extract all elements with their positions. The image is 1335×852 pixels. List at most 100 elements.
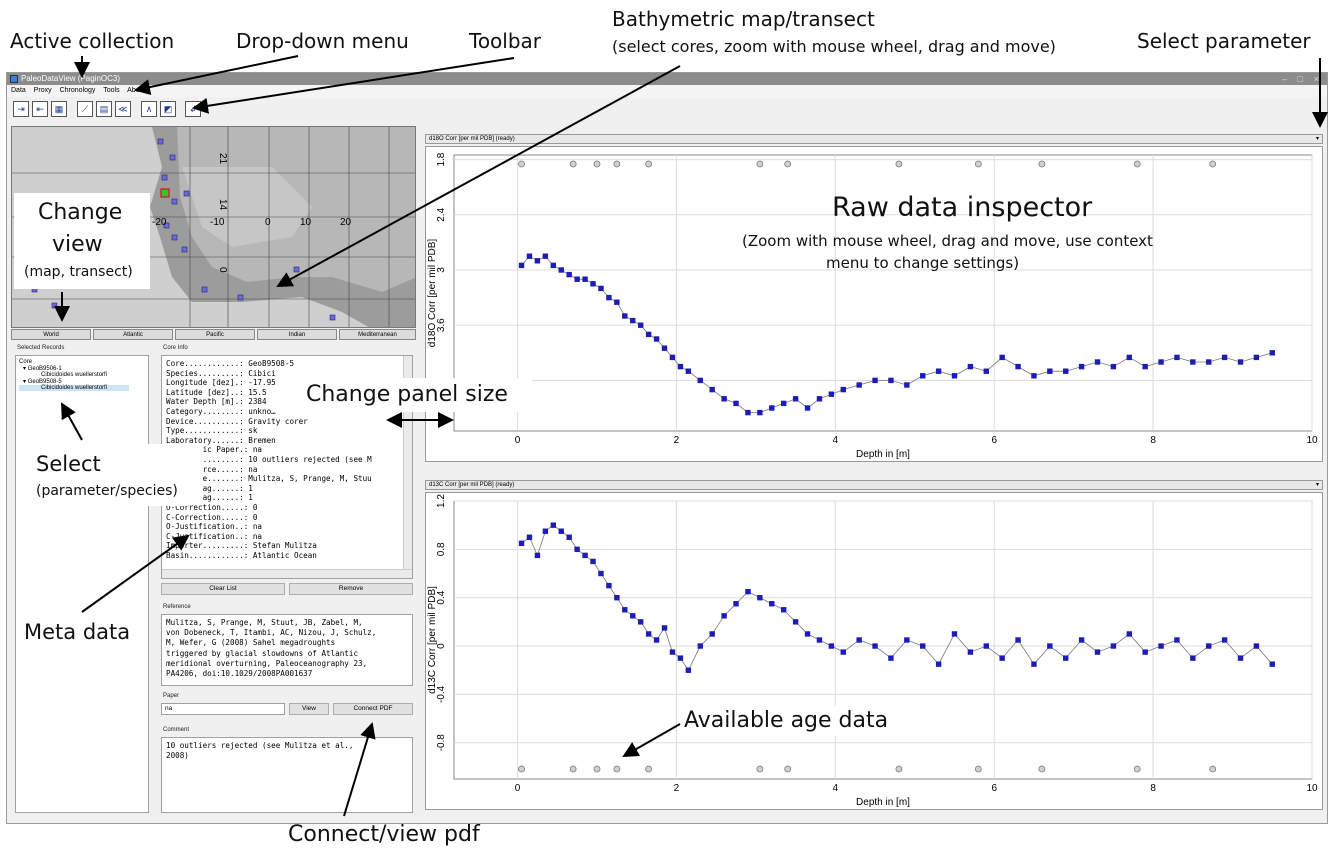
map-lat-label: 14 [217, 199, 228, 211]
core-info-line: C-Correction.....: 0 [166, 512, 258, 522]
chevron-down-icon: ▾ [1315, 136, 1319, 142]
age-marker [569, 765, 577, 773]
data-point [1078, 363, 1085, 370]
data-point [1269, 350, 1275, 356]
data-point [518, 262, 525, 269]
core-info-line: Longitude [dez].: -17.95 [166, 378, 276, 388]
minimize-icon[interactable]: – [1281, 74, 1287, 84]
menu-about[interactable]: About [127, 87, 146, 94]
tab-indian[interactable]: Indian [257, 329, 337, 340]
data-point [1015, 637, 1021, 643]
tree-item-species-selected[interactable]: Cibicidoides wuellerstorfi [19, 385, 129, 391]
core-info-line: Device..........: Gravity corer [166, 416, 308, 426]
tab-atlantic[interactable]: Atlantic [93, 329, 173, 340]
age-marker [613, 160, 621, 168]
tab-world[interactable]: World [11, 329, 91, 340]
chart-icon[interactable]: ▤ [96, 101, 112, 117]
x-tick-label: 4 [833, 435, 839, 446]
core-info-line: ag......: 1 [166, 483, 253, 493]
data-point [1031, 661, 1037, 667]
core-info-line: Water Depth [m].: 2384 [166, 397, 267, 407]
parameter-select-bottom[interactable]: d13C Corr [per mil PDB] (ready) ▾ [425, 480, 1323, 490]
age-marker [974, 160, 982, 168]
data-point [1237, 655, 1244, 661]
data-point [574, 276, 580, 282]
menu-tools[interactable]: Tools [103, 87, 120, 94]
curve-icon[interactable]: ∧ [141, 101, 157, 117]
core-info-hscrollbar[interactable] [162, 569, 412, 578]
tree-item-core[interactable]: ▾ GeoB9506-1 [23, 366, 62, 372]
data-point [709, 386, 715, 393]
table-icon[interactable]: ▦ [51, 101, 67, 117]
tab-mediterranean[interactable]: Mediterranean [339, 329, 416, 340]
data-point [967, 363, 974, 370]
clear-list-button[interactable]: Clear List [161, 583, 285, 595]
data-point [792, 396, 799, 402]
map-lon-label: 10 [300, 217, 312, 228]
age-marker [784, 765, 792, 773]
parameter-select-top[interactable]: d18O Corr [per mil PDB] (ready) ▾ [425, 134, 1323, 144]
tab-pacific[interactable]: Pacific [175, 329, 255, 340]
data-point [582, 276, 588, 282]
comment-text[interactable]: 10 outliers rejected (see Mulitza et al.… [161, 737, 413, 813]
core-info-label: Core Info [163, 345, 188, 351]
core-info-scrollbar[interactable] [403, 356, 412, 578]
annotation-available-age: Available age data [684, 708, 889, 733]
tree-item-core[interactable]: ▾ GeoB9508-5 [23, 379, 62, 385]
data-point [1094, 359, 1101, 365]
reference-label: Reference [163, 604, 191, 610]
data-point [780, 400, 787, 407]
title-bar: PaleoDataView (PaginOC3) – □ × [7, 73, 1327, 85]
y-tick-label: -0.8 [436, 734, 447, 752]
data-point [920, 373, 926, 379]
view-button[interactable]: View [289, 703, 329, 715]
maximize-icon[interactable]: □ [1297, 74, 1303, 84]
layers-icon[interactable]: ≪ [115, 101, 131, 117]
menu-chronology[interactable]: Chronology [59, 87, 96, 94]
data-point [661, 625, 668, 631]
data-point [804, 631, 811, 637]
x-tick-label: 0 [515, 783, 521, 794]
import-icon[interactable]: ⇥ [13, 101, 29, 117]
connect-pdf-button[interactable]: Connect PDF [333, 703, 413, 715]
age-marker [895, 160, 903, 168]
data-point [598, 285, 604, 292]
remove-button[interactable]: Remove [289, 583, 413, 595]
data-point [526, 534, 533, 540]
data-point [630, 613, 636, 619]
x-tick-label: 10 [1306, 783, 1318, 794]
data-point [1206, 359, 1212, 365]
plot-icon[interactable]: ⟋ [77, 101, 93, 117]
check-icon[interactable]: ↲ [185, 101, 201, 117]
chevron-down-icon: ▾ [1315, 482, 1319, 488]
age-marker [613, 765, 621, 773]
edit-icon[interactable]: ◩ [160, 101, 176, 117]
y-tick-label: 0.4 [436, 590, 447, 604]
data-point [721, 613, 727, 619]
age-marker [645, 160, 653, 168]
data-point [856, 382, 862, 388]
data-point [677, 363, 684, 370]
data-point [1142, 363, 1148, 370]
data-point [828, 643, 835, 649]
paper-field[interactable]: na [161, 703, 285, 715]
annotation-select-sub: (parameter/species) [36, 483, 178, 499]
menu-proxy[interactable]: Proxy [33, 87, 52, 94]
tree-item-species[interactable]: Cibicidoides wuellerstorfi [41, 372, 108, 378]
selected-records-tree[interactable]: Core ▾ GeoB9506-1 Cibicidoides wuellerst… [15, 355, 149, 813]
app-window: PaleoDataView (PaginOC3) – □ × Data Prox… [6, 72, 1328, 824]
close-icon[interactable]: × [1313, 74, 1319, 84]
data-point [1190, 655, 1196, 661]
export-icon[interactable]: ⇤ [32, 101, 48, 117]
core-info-line: ag......: 1 [166, 493, 253, 503]
age-marker [593, 765, 601, 773]
reference-text: Mulitza, S, Prange, M, Stuut, JB, Zabel,… [161, 614, 413, 686]
y-tick-label: -0.4 [436, 685, 447, 703]
x-tick-label: 2 [674, 783, 680, 794]
d13c-chart[interactable]: 0 2 4 6 8 10 1.2 0.8 0.4 0 -0.4 -0.8 Depth in [m] d13… [425, 492, 1323, 810]
toolbar: ⇥ ⇤ ▦ ⟋ ▤ ≪ ∧ ◩ ↲ [7, 98, 1327, 120]
data-point [1126, 354, 1132, 361]
age-marker [1038, 160, 1046, 168]
menu-data[interactable]: Data [11, 87, 26, 94]
data-point [645, 631, 652, 637]
